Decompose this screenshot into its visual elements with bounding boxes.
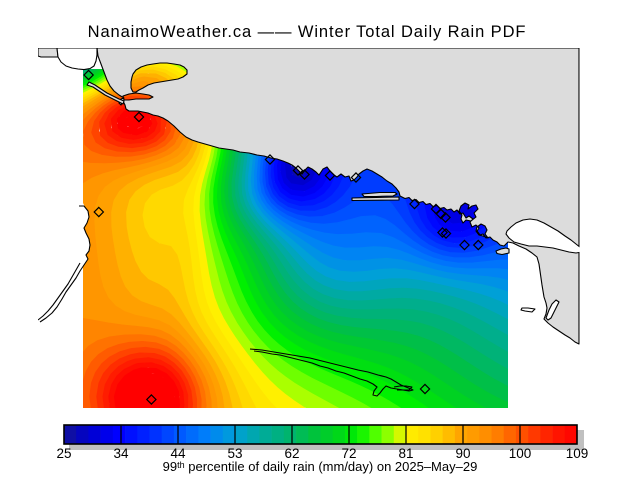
- svg-text:100: 100: [509, 446, 532, 461]
- svg-text:25: 25: [56, 446, 71, 461]
- svg-text:99th percentile of daily rain: 99th percentile of daily rain (mm/day) o…: [163, 459, 478, 474]
- svg-text:34: 34: [113, 446, 129, 461]
- svg-text:109: 109: [566, 446, 589, 461]
- svg-text:NanaimoWeather.ca —— Winter To: NanaimoWeather.ca —— Winter Total Daily …: [88, 23, 527, 41]
